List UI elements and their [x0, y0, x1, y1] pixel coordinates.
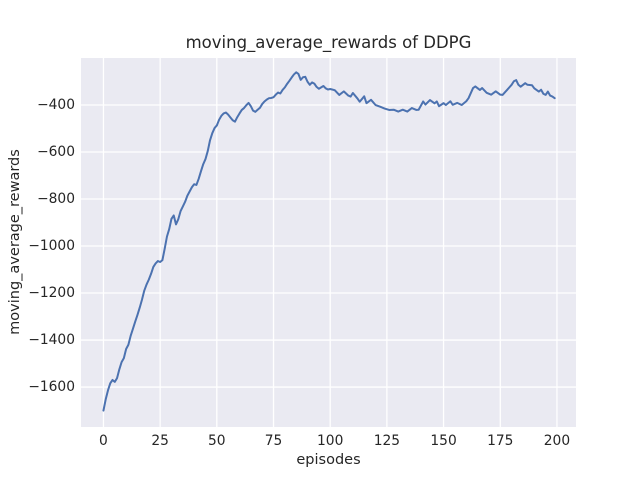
line-plot-svg	[81, 58, 576, 427]
x-axis-label: episodes	[296, 452, 361, 468]
x-tick-label: 150	[430, 433, 457, 449]
y-tick-label: −800	[37, 191, 75, 208]
x-tick-label: 200	[543, 433, 571, 449]
x-tick-label: 25	[151, 433, 169, 449]
reward-line-series	[102, 71, 556, 412]
x-tick-label: 125	[373, 433, 401, 449]
y-tick-label: −400	[37, 97, 75, 113]
y-tick-label: −1600	[28, 379, 75, 396]
x-tick-label: 0	[99, 433, 108, 449]
x-tick-label: 100	[317, 433, 344, 449]
x-tick-label: 50	[208, 433, 226, 449]
chart-title: moving_average_rewards of DDPG	[185, 33, 472, 52]
y-tick-label: −1400	[28, 332, 75, 349]
y-tick-label: −1000	[28, 238, 75, 255]
x-tick-label: 75	[264, 433, 283, 449]
y-tick-label: −600	[37, 144, 75, 160]
plot-area	[81, 58, 576, 427]
x-tick-label: 175	[487, 433, 514, 449]
y-tick-label: −1200	[28, 285, 75, 302]
